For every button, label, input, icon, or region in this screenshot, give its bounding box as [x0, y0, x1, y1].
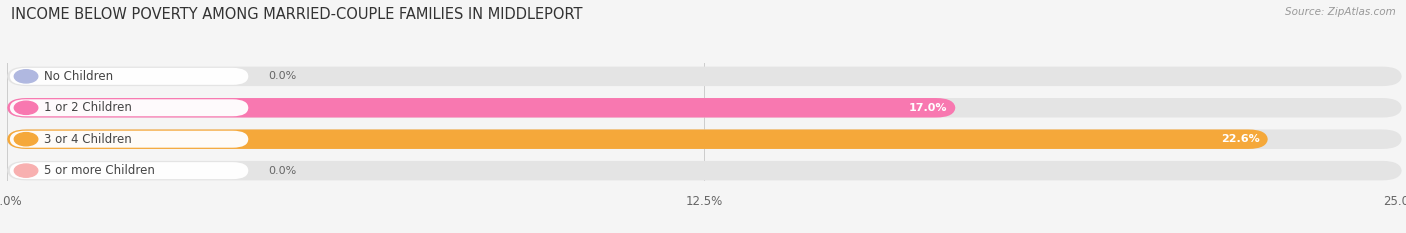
Text: No Children: No Children — [45, 70, 114, 83]
FancyBboxPatch shape — [7, 130, 1268, 149]
Circle shape — [14, 101, 38, 114]
FancyBboxPatch shape — [10, 162, 249, 179]
Text: 0.0%: 0.0% — [269, 71, 297, 81]
FancyBboxPatch shape — [10, 99, 249, 116]
FancyBboxPatch shape — [7, 67, 1402, 86]
Text: 17.0%: 17.0% — [908, 103, 948, 113]
Text: Source: ZipAtlas.com: Source: ZipAtlas.com — [1285, 7, 1396, 17]
FancyBboxPatch shape — [7, 98, 1402, 117]
FancyBboxPatch shape — [7, 98, 956, 117]
Text: 3 or 4 Children: 3 or 4 Children — [45, 133, 132, 146]
Text: 22.6%: 22.6% — [1220, 134, 1260, 144]
Circle shape — [14, 164, 38, 177]
Text: 5 or more Children: 5 or more Children — [45, 164, 155, 177]
FancyBboxPatch shape — [7, 161, 1402, 180]
FancyBboxPatch shape — [10, 68, 249, 85]
Text: 1 or 2 Children: 1 or 2 Children — [45, 101, 132, 114]
FancyBboxPatch shape — [10, 131, 249, 148]
FancyBboxPatch shape — [7, 130, 1402, 149]
Circle shape — [14, 70, 38, 83]
Circle shape — [14, 133, 38, 146]
Text: 0.0%: 0.0% — [269, 166, 297, 176]
Text: INCOME BELOW POVERTY AMONG MARRIED-COUPLE FAMILIES IN MIDDLEPORT: INCOME BELOW POVERTY AMONG MARRIED-COUPL… — [11, 7, 582, 22]
